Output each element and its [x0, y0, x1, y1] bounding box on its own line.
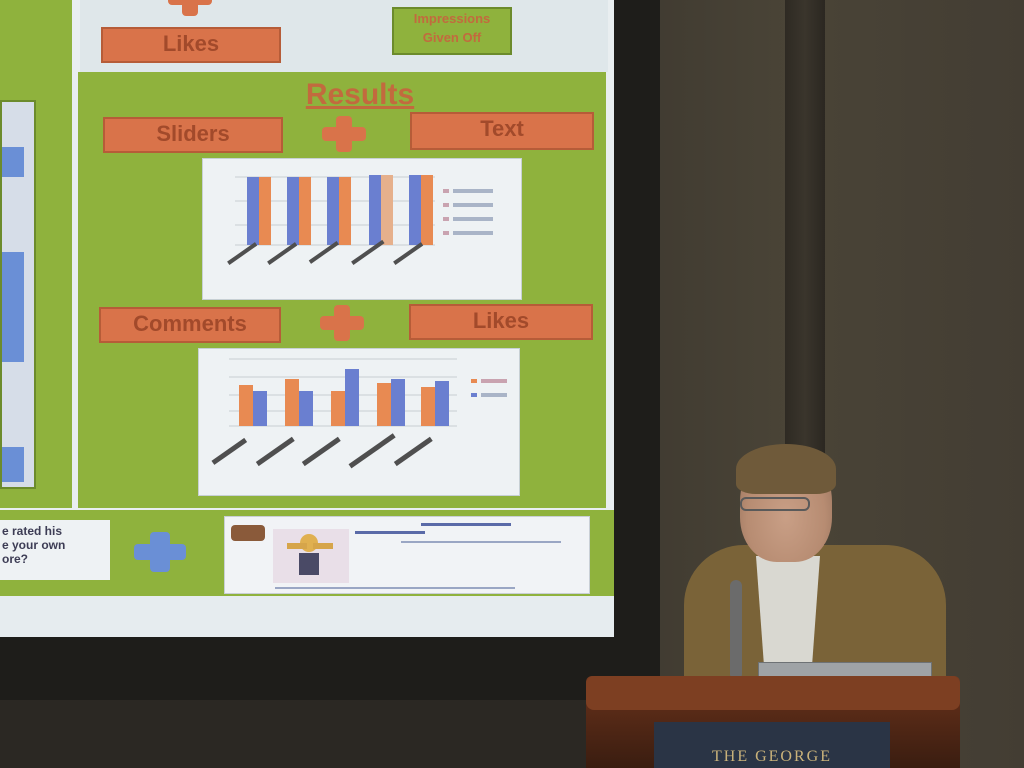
chart-upper — [202, 158, 522, 300]
podium-top — [586, 676, 960, 710]
projection-screen: Likes Impressions Given Off Results Slid… — [0, 0, 614, 637]
floor — [0, 700, 590, 768]
results-title: Results — [305, 78, 415, 111]
orange-plus-icon — [168, 0, 212, 16]
text-label: Text — [410, 112, 594, 150]
likes-label: Likes — [409, 304, 593, 340]
social-post-box — [224, 516, 590, 594]
impressions-label: Impressions Given Off — [392, 7, 512, 55]
presenter-glasses — [740, 497, 810, 511]
slide-bottom-strip — [0, 596, 614, 637]
rated-text-box: e rated his e your own ore? — [0, 520, 110, 580]
orange-plus-icon — [320, 305, 364, 341]
slide-left-panel — [0, 100, 36, 489]
sliders-label: Sliders — [103, 117, 283, 153]
orange-plus-icon — [322, 116, 366, 152]
chart-lower — [198, 348, 520, 496]
presenter-hair — [736, 444, 836, 494]
bar-group-1 — [247, 177, 259, 245]
presenter-shirt — [756, 556, 820, 666]
blue-plus-icon — [134, 532, 186, 572]
microphone — [730, 580, 742, 680]
comments-label: Comments — [99, 307, 281, 343]
likes-top-label: Likes — [101, 27, 281, 63]
podium-plaque: THE GEORGE — [654, 722, 890, 768]
